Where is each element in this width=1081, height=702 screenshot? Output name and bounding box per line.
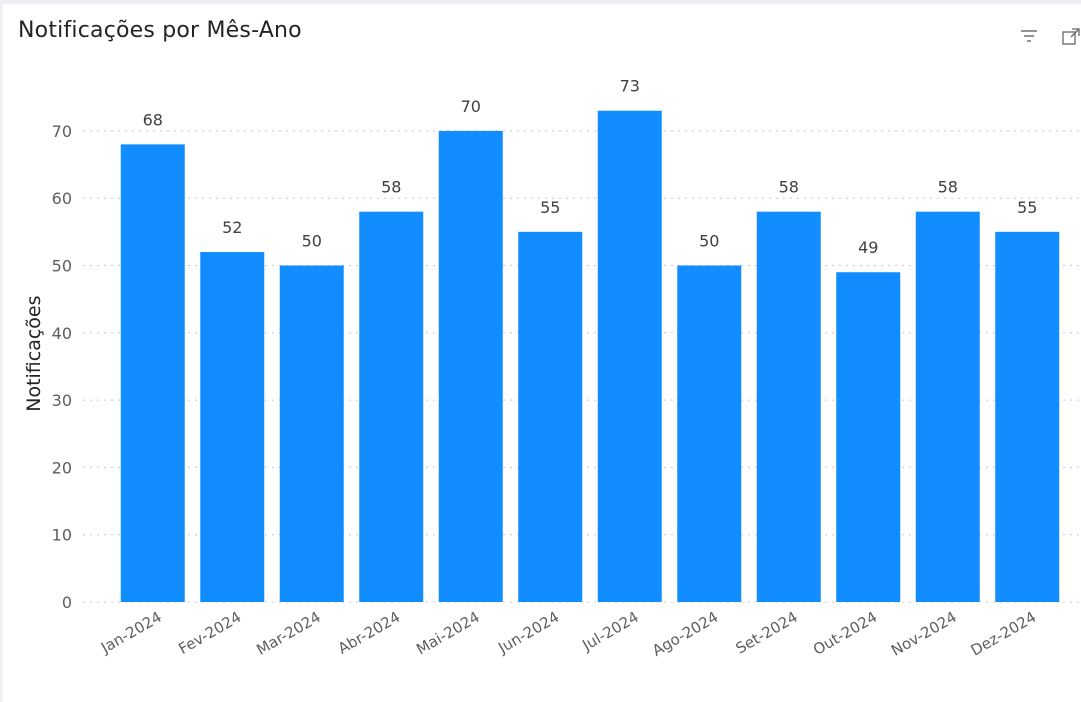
bar[interactable] xyxy=(836,272,901,602)
bar[interactable] xyxy=(995,231,1060,602)
bar[interactable] xyxy=(677,265,742,603)
y-tick-label: 10 xyxy=(52,526,72,545)
bar[interactable] xyxy=(279,265,344,603)
bar[interactable] xyxy=(915,211,980,602)
y-tick-label: 70 xyxy=(52,122,72,141)
x-tick-label: Jan-2024 xyxy=(97,608,165,657)
data-label: 50 xyxy=(699,232,719,251)
bar[interactable] xyxy=(597,110,662,603)
x-tick-label: Jul-2024 xyxy=(578,608,641,655)
data-label: 49 xyxy=(858,238,878,257)
data-label: 52 xyxy=(222,218,242,237)
bar[interactable] xyxy=(120,144,185,603)
data-label: 68 xyxy=(143,110,163,129)
x-tick-label: Abr-2024 xyxy=(335,608,403,658)
bar[interactable] xyxy=(438,130,503,602)
bar[interactable] xyxy=(518,231,583,602)
x-tick-label: Dez-2024 xyxy=(968,608,1040,660)
bar[interactable] xyxy=(756,211,821,602)
bar[interactable] xyxy=(359,211,424,602)
y-tick-label: 50 xyxy=(52,257,72,276)
data-label: 58 xyxy=(779,178,799,197)
y-tick-label: 20 xyxy=(52,458,72,477)
x-tick-label: Nov-2024 xyxy=(888,608,960,660)
bar-chart: 0 10 20 30 40 50 60 70 Notificações 68 Jan-2024 52 F… xyxy=(23,77,1079,660)
chart-title: Notificações por Mês-Ano xyxy=(18,18,302,43)
x-tick-label: Ago-2024 xyxy=(649,608,721,660)
x-tick-label: Fev-2024 xyxy=(175,608,244,658)
x-tick-label: Mar-2024 xyxy=(253,608,323,659)
x-tick-label: Jun-2024 xyxy=(494,608,562,658)
data-label: 50 xyxy=(302,232,322,251)
y-axis-title: Notificações xyxy=(23,295,45,411)
y-tick-label: 30 xyxy=(52,391,72,410)
data-label: 58 xyxy=(381,178,401,197)
focus-mode-icon[interactable] xyxy=(1060,26,1081,48)
x-tick-label: Out-2024 xyxy=(810,608,880,659)
y-tick-label: 0 xyxy=(62,593,72,612)
y-tick-label: 60 xyxy=(52,189,72,208)
x-tick-label: Mai-2024 xyxy=(413,608,483,659)
y-tick-label: 40 xyxy=(52,324,72,343)
bar[interactable] xyxy=(200,252,265,603)
data-label: 73 xyxy=(620,77,640,96)
data-label: 55 xyxy=(540,198,560,217)
filter-icon[interactable] xyxy=(1018,26,1040,48)
data-label: 70 xyxy=(461,97,481,116)
x-tick-label: Set-2024 xyxy=(733,608,801,658)
data-label: 58 xyxy=(938,178,958,197)
data-label: 55 xyxy=(1017,198,1037,217)
